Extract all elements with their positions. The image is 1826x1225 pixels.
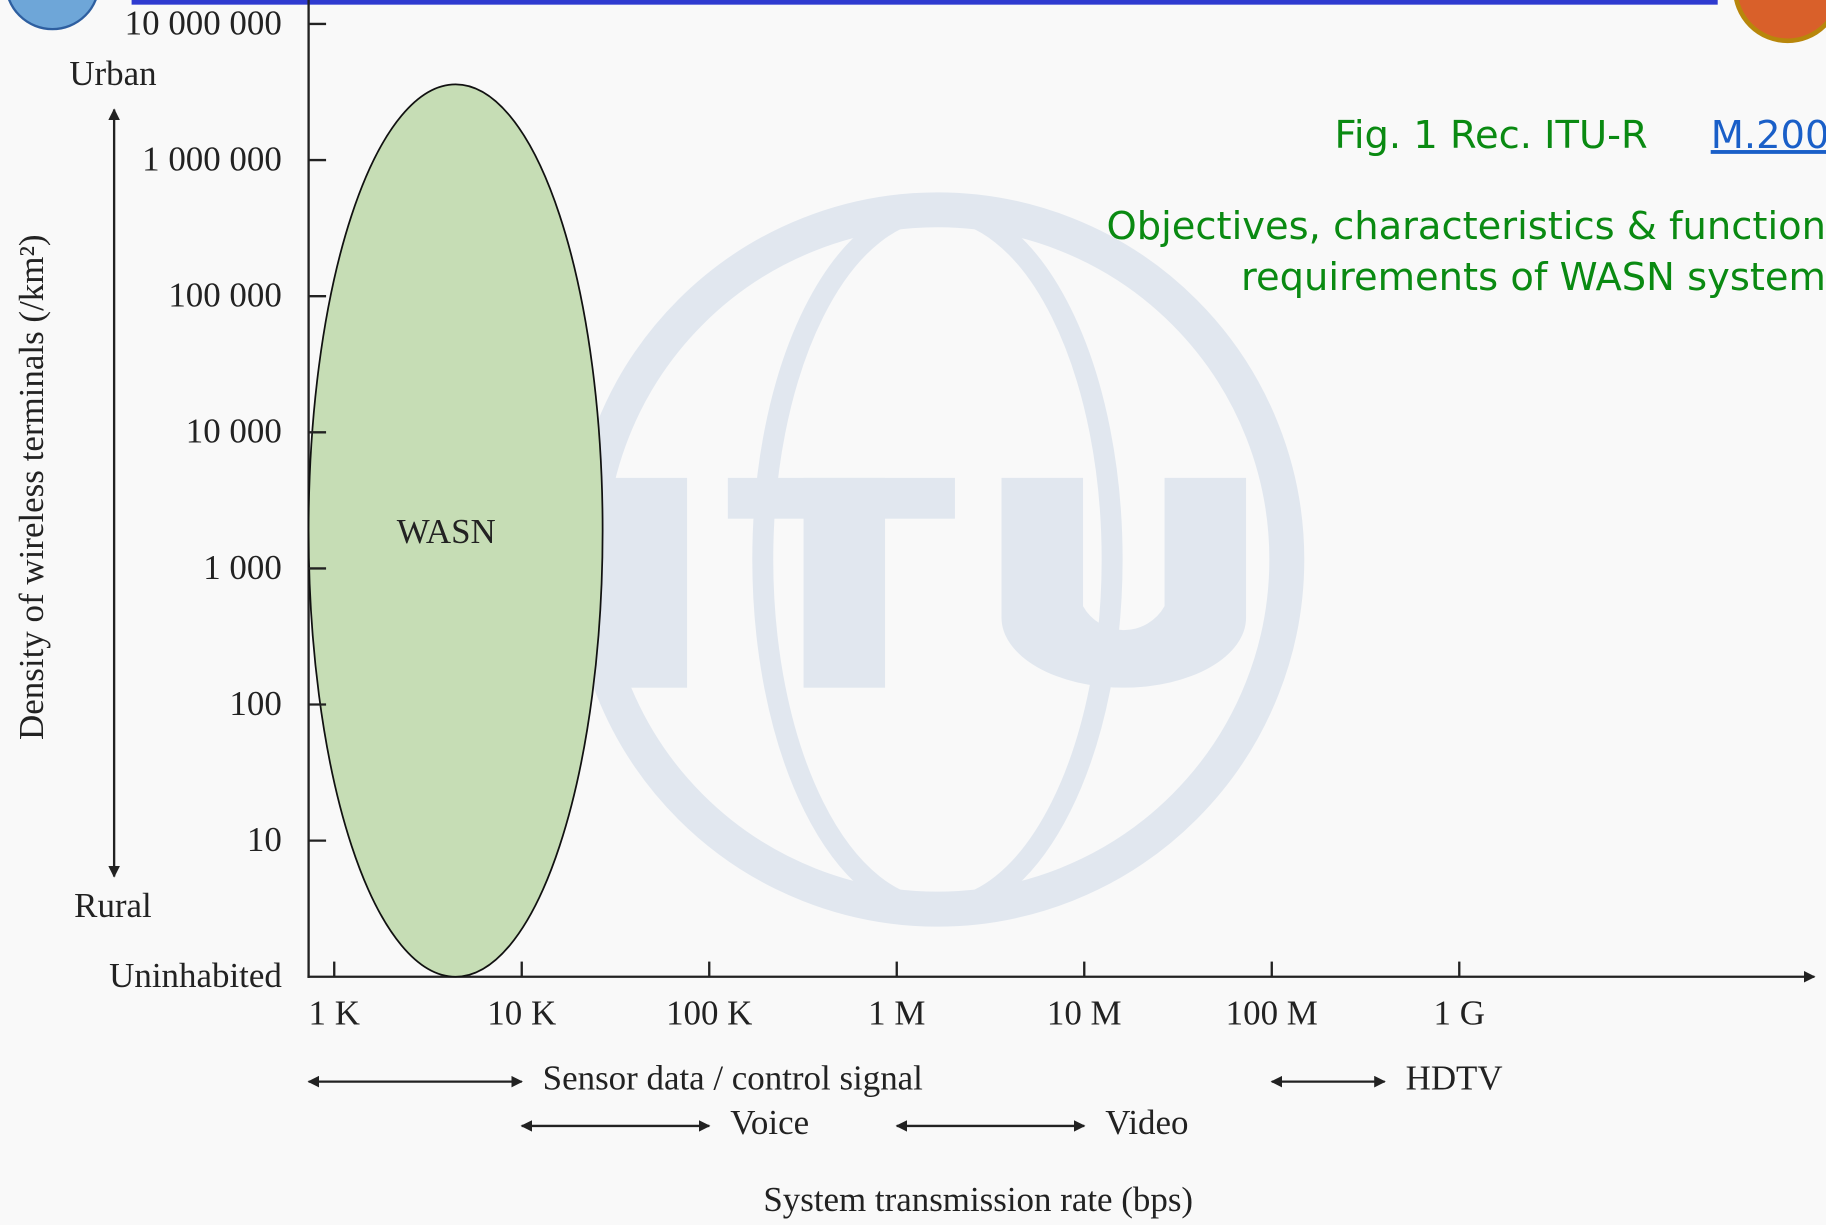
- y-tick-label: Uninhabited: [109, 956, 282, 995]
- x-tick-label: 100 K: [666, 993, 752, 1032]
- region-label: WASN: [397, 512, 496, 551]
- figure-link[interactable]: M.200: [1711, 113, 1826, 158]
- x-tick-label: 1 K: [309, 993, 360, 1032]
- y-tick-label: 10 000 000: [125, 3, 282, 42]
- x-axis-title: System transmission rate (bps): [763, 1180, 1193, 1219]
- figure-ref: Fig. 1 Rec. ITU-R: [1335, 113, 1648, 158]
- y-tick-label: 1 000 000: [142, 139, 282, 178]
- watermark: [570, 192, 1305, 927]
- y-tick-label: 10 000: [186, 412, 282, 451]
- range-label: Sensor data / control signal: [543, 1059, 923, 1098]
- range-label: Video: [1105, 1103, 1188, 1142]
- y-axis-title: Density of wireless terminals (/km²): [12, 234, 51, 740]
- x-tick-label: 1 G: [1434, 993, 1485, 1032]
- logo-left: [7, 0, 97, 31]
- y-tick-label: 100 000: [168, 276, 281, 315]
- caption-line: requirements of WASN system: [1241, 255, 1826, 300]
- range-label: HDTV: [1406, 1059, 1503, 1098]
- x-tick-label: 100 M: [1226, 993, 1318, 1032]
- x-tick-label: 10 M: [1047, 993, 1122, 1032]
- caption-line: Objectives, characteristics & function: [1106, 204, 1826, 249]
- y-tick-label: 10: [247, 820, 282, 859]
- rural-label: Rural: [74, 886, 152, 925]
- x-tick-label: 1 M: [868, 993, 925, 1032]
- header-rule: [131, 0, 1718, 5]
- logo-right: [1734, 0, 1826, 44]
- region: [307, 83, 604, 978]
- urban-label: Urban: [69, 54, 156, 93]
- y-tick-label: 100: [229, 684, 281, 723]
- y-tick-label: 1 000: [203, 548, 282, 587]
- x-tick-label: 10 K: [487, 993, 556, 1032]
- range-label: Voice: [730, 1103, 809, 1142]
